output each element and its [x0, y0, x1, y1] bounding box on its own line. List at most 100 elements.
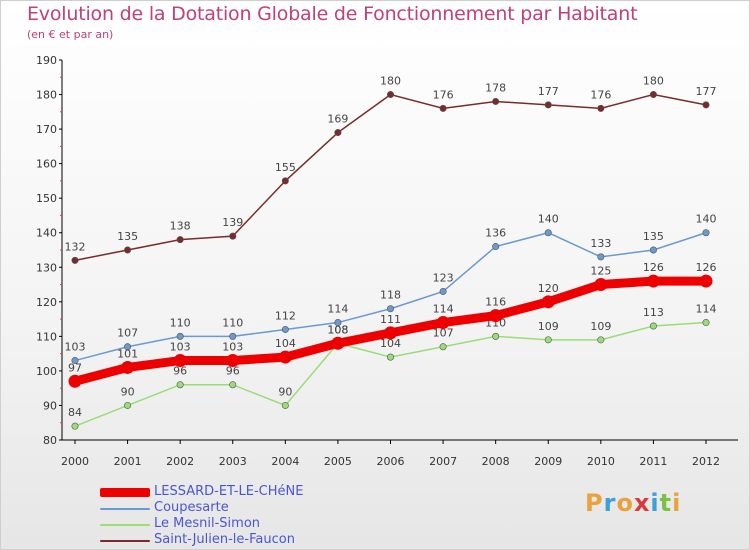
- data-point: [71, 256, 79, 264]
- legend-label: Le Mesnil-Simon: [154, 516, 261, 531]
- data-point: [544, 336, 552, 344]
- data-point: [492, 97, 500, 105]
- data-label: 120: [538, 282, 559, 295]
- data-point: [597, 104, 605, 112]
- x-tick-label: 2008: [482, 455, 510, 468]
- data-point: [597, 253, 605, 261]
- data-point: [544, 101, 552, 109]
- data-label: 133: [590, 237, 611, 250]
- y-tick-label: 140: [36, 227, 57, 240]
- data-point: [492, 243, 500, 251]
- logo-letter: o: [616, 489, 634, 517]
- data-label: 96: [226, 365, 240, 378]
- data-label: 90: [121, 385, 135, 398]
- data-point: [281, 401, 289, 409]
- x-tick-label: 2009: [534, 455, 562, 468]
- y-tick-label: 120: [36, 296, 57, 309]
- data-point: [229, 332, 237, 340]
- data-label: 155: [275, 161, 296, 174]
- data-label: 90: [278, 385, 292, 398]
- data-point: [176, 236, 184, 244]
- data-label: 140: [696, 213, 717, 226]
- data-label: 97: [68, 361, 82, 374]
- x-tick-label: 2004: [271, 455, 299, 468]
- data-label: 109: [590, 320, 611, 333]
- data-label: 180: [643, 75, 664, 88]
- data-label: 113: [643, 306, 664, 319]
- data-point: [124, 343, 132, 351]
- data-label: 125: [590, 265, 611, 278]
- data-label: 132: [65, 240, 86, 253]
- x-tick-label: 2002: [166, 455, 194, 468]
- data-point: [278, 350, 292, 364]
- y-tick-label: 190: [36, 54, 57, 67]
- data-point: [541, 295, 555, 309]
- y-tick-label: 180: [36, 89, 57, 102]
- data-point: [646, 274, 660, 288]
- data-point: [281, 325, 289, 333]
- series-lessard-et-le-ch-ne: 97 101 103 103 104 108 111 114 116 120 125 126 126: [68, 261, 717, 388]
- data-label: 116: [485, 296, 506, 309]
- series-saint-julien-le-faucon: 132 135 138 139 155 169 180 176 178 177 176 180 177: [65, 75, 717, 264]
- x-tick-label: 2012: [692, 455, 720, 468]
- data-point: [229, 232, 237, 240]
- data-label: 126: [643, 261, 664, 274]
- data-point: [699, 274, 713, 288]
- data-label: 111: [380, 313, 401, 326]
- data-point: [331, 336, 345, 350]
- data-point: [124, 246, 132, 254]
- logo-letter: i: [650, 489, 660, 517]
- data-point: [386, 353, 394, 361]
- data-label: 139: [222, 216, 243, 229]
- data-point: [384, 326, 397, 340]
- data-label: 107: [433, 327, 454, 340]
- data-point: [68, 374, 82, 388]
- legend-swatch: [100, 488, 150, 497]
- data-point: [649, 246, 657, 254]
- data-label: 107: [117, 327, 138, 340]
- data-label: 104: [275, 337, 296, 350]
- chart-subtitle: (en € et par an): [27, 28, 114, 41]
- x-tick-label: 2000: [61, 455, 89, 468]
- x-tick-label: 2007: [429, 455, 457, 468]
- data-label: 104: [380, 337, 401, 350]
- logo-letter: P: [585, 489, 604, 517]
- data-label: 169: [327, 113, 348, 126]
- x-tick-label: 2005: [324, 455, 352, 468]
- data-label: 112: [275, 309, 296, 322]
- logo-letter: r: [603, 489, 617, 517]
- x-tick-label: 2003: [219, 455, 247, 468]
- data-point: [649, 91, 657, 99]
- legend-swatch: [100, 540, 150, 542]
- data-point: [334, 319, 342, 327]
- data-label: 180: [380, 75, 401, 88]
- data-label: 123: [433, 271, 454, 284]
- data-label: 103: [65, 341, 86, 354]
- data-label: 110: [222, 316, 243, 329]
- series-le-mesnil-simon: 84 90 96 96 90 108 104 107 110 109 109 113 114: [68, 303, 717, 430]
- data-point: [594, 278, 608, 292]
- data-point: [492, 332, 500, 340]
- data-label: 140: [538, 213, 559, 226]
- data-point: [334, 129, 342, 137]
- data-label: 103: [170, 341, 191, 354]
- data-label: 108: [327, 323, 348, 336]
- y-tick-label: 170: [36, 123, 57, 136]
- data-point: [489, 309, 503, 323]
- data-label: 135: [117, 230, 138, 243]
- legend-swatch: [100, 508, 150, 510]
- data-point: [439, 104, 447, 112]
- proxiti-logo: Proxiti: [585, 489, 681, 517]
- series-line: [74, 93, 707, 262]
- y-tick-label: 90: [43, 399, 57, 412]
- data-point: [173, 354, 187, 368]
- data-point: [176, 332, 184, 340]
- data-label: 136: [485, 227, 506, 240]
- data-point: [702, 101, 710, 109]
- series-coupesarte: 103 107 110 110 112 114 118 123 136 140 133 135 140: [65, 213, 717, 365]
- data-label: 177: [538, 85, 559, 98]
- data-label: 176: [433, 88, 454, 101]
- data-point: [386, 305, 394, 313]
- data-point: [702, 319, 710, 327]
